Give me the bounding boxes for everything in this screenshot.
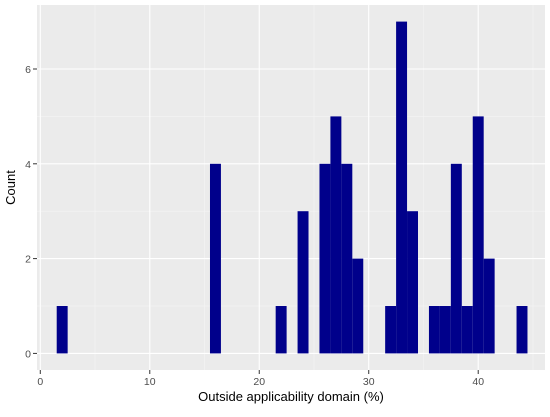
histogram-bar <box>319 163 331 354</box>
histogram-bar <box>439 306 451 354</box>
x-tick-label: 40 <box>472 376 484 388</box>
y-axis-title: Count <box>3 170 18 205</box>
y-tick-label: 2 <box>25 254 31 266</box>
tick-labels: 0 10 20 30 40 0 2 4 6 <box>25 64 484 388</box>
histogram-bar <box>516 306 528 354</box>
x-tick-label: 10 <box>144 376 156 388</box>
histogram-bar <box>341 163 353 354</box>
x-axis-title: Outside applicability domain (%) <box>198 389 384 404</box>
histogram-bar <box>472 116 484 354</box>
histogram-bar <box>330 116 342 354</box>
y-tick-label: 0 <box>25 348 31 360</box>
histogram-bar <box>209 163 221 354</box>
grid-lines <box>37 5 545 370</box>
histogram-bar <box>428 306 440 354</box>
y-tick-label: 4 <box>25 159 31 171</box>
x-tick-label: 30 <box>363 376 375 388</box>
histogram-bar <box>56 306 68 354</box>
histogram-bar <box>385 306 397 354</box>
x-tick-label: 20 <box>253 376 265 388</box>
histogram-bar <box>352 258 364 354</box>
histogram-bar <box>450 163 462 354</box>
histogram-bar <box>297 211 309 354</box>
histogram-bar <box>275 306 287 354</box>
axis-ticks <box>33 68 479 374</box>
histogram-bars <box>56 21 528 354</box>
histogram-bar <box>483 258 495 354</box>
y-tick-label: 6 <box>25 64 31 76</box>
histogram-bar <box>461 306 473 354</box>
x-tick-label: 0 <box>37 376 43 388</box>
histogram-bar <box>407 211 418 354</box>
histogram-bar <box>396 21 408 354</box>
